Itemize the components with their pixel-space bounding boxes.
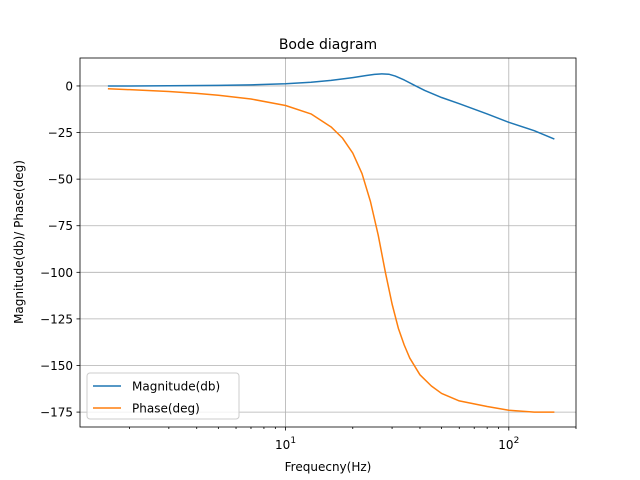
legend-entry-label: Phase(deg) — [132, 402, 200, 416]
grid-layer — [80, 58, 576, 427]
y-tick-label: 0 — [65, 79, 73, 93]
chart-title: Bode diagram — [279, 37, 377, 53]
legend-entry-label: Magnitude(db) — [132, 380, 220, 394]
y-axis-label: Magnitude(db)/ Phase(deg) — [12, 160, 26, 324]
x-tick-label: 101 — [275, 436, 296, 452]
y-tick-label: −50 — [48, 173, 73, 187]
y-tick-label: −125 — [40, 312, 73, 326]
x-tick-label-base: 10 — [498, 438, 513, 452]
x-axis-label: Frequecny(Hz) — [285, 460, 372, 474]
legend: Magnitude(db) Phase(deg) — [86, 372, 240, 420]
series-line-phase-deg — [107, 88, 555, 413]
y-tick-label: −175 — [40, 406, 73, 420]
x-tick-label: 102 — [498, 436, 519, 452]
y-tick-label: −75 — [48, 219, 73, 233]
series-layer — [107, 73, 555, 413]
legend-box — [86, 372, 240, 420]
y-tick-label: −25 — [48, 126, 73, 140]
x-tick-label-exponent: 2 — [514, 436, 520, 446]
y-tick-label: −100 — [40, 266, 73, 280]
x-tick-label-exponent: 1 — [290, 436, 296, 446]
plot-frame — [79, 57, 577, 428]
x-tick-label-base: 10 — [275, 438, 290, 452]
y-tick-label: −150 — [40, 359, 73, 373]
series-line-magnitude-db — [107, 73, 555, 140]
